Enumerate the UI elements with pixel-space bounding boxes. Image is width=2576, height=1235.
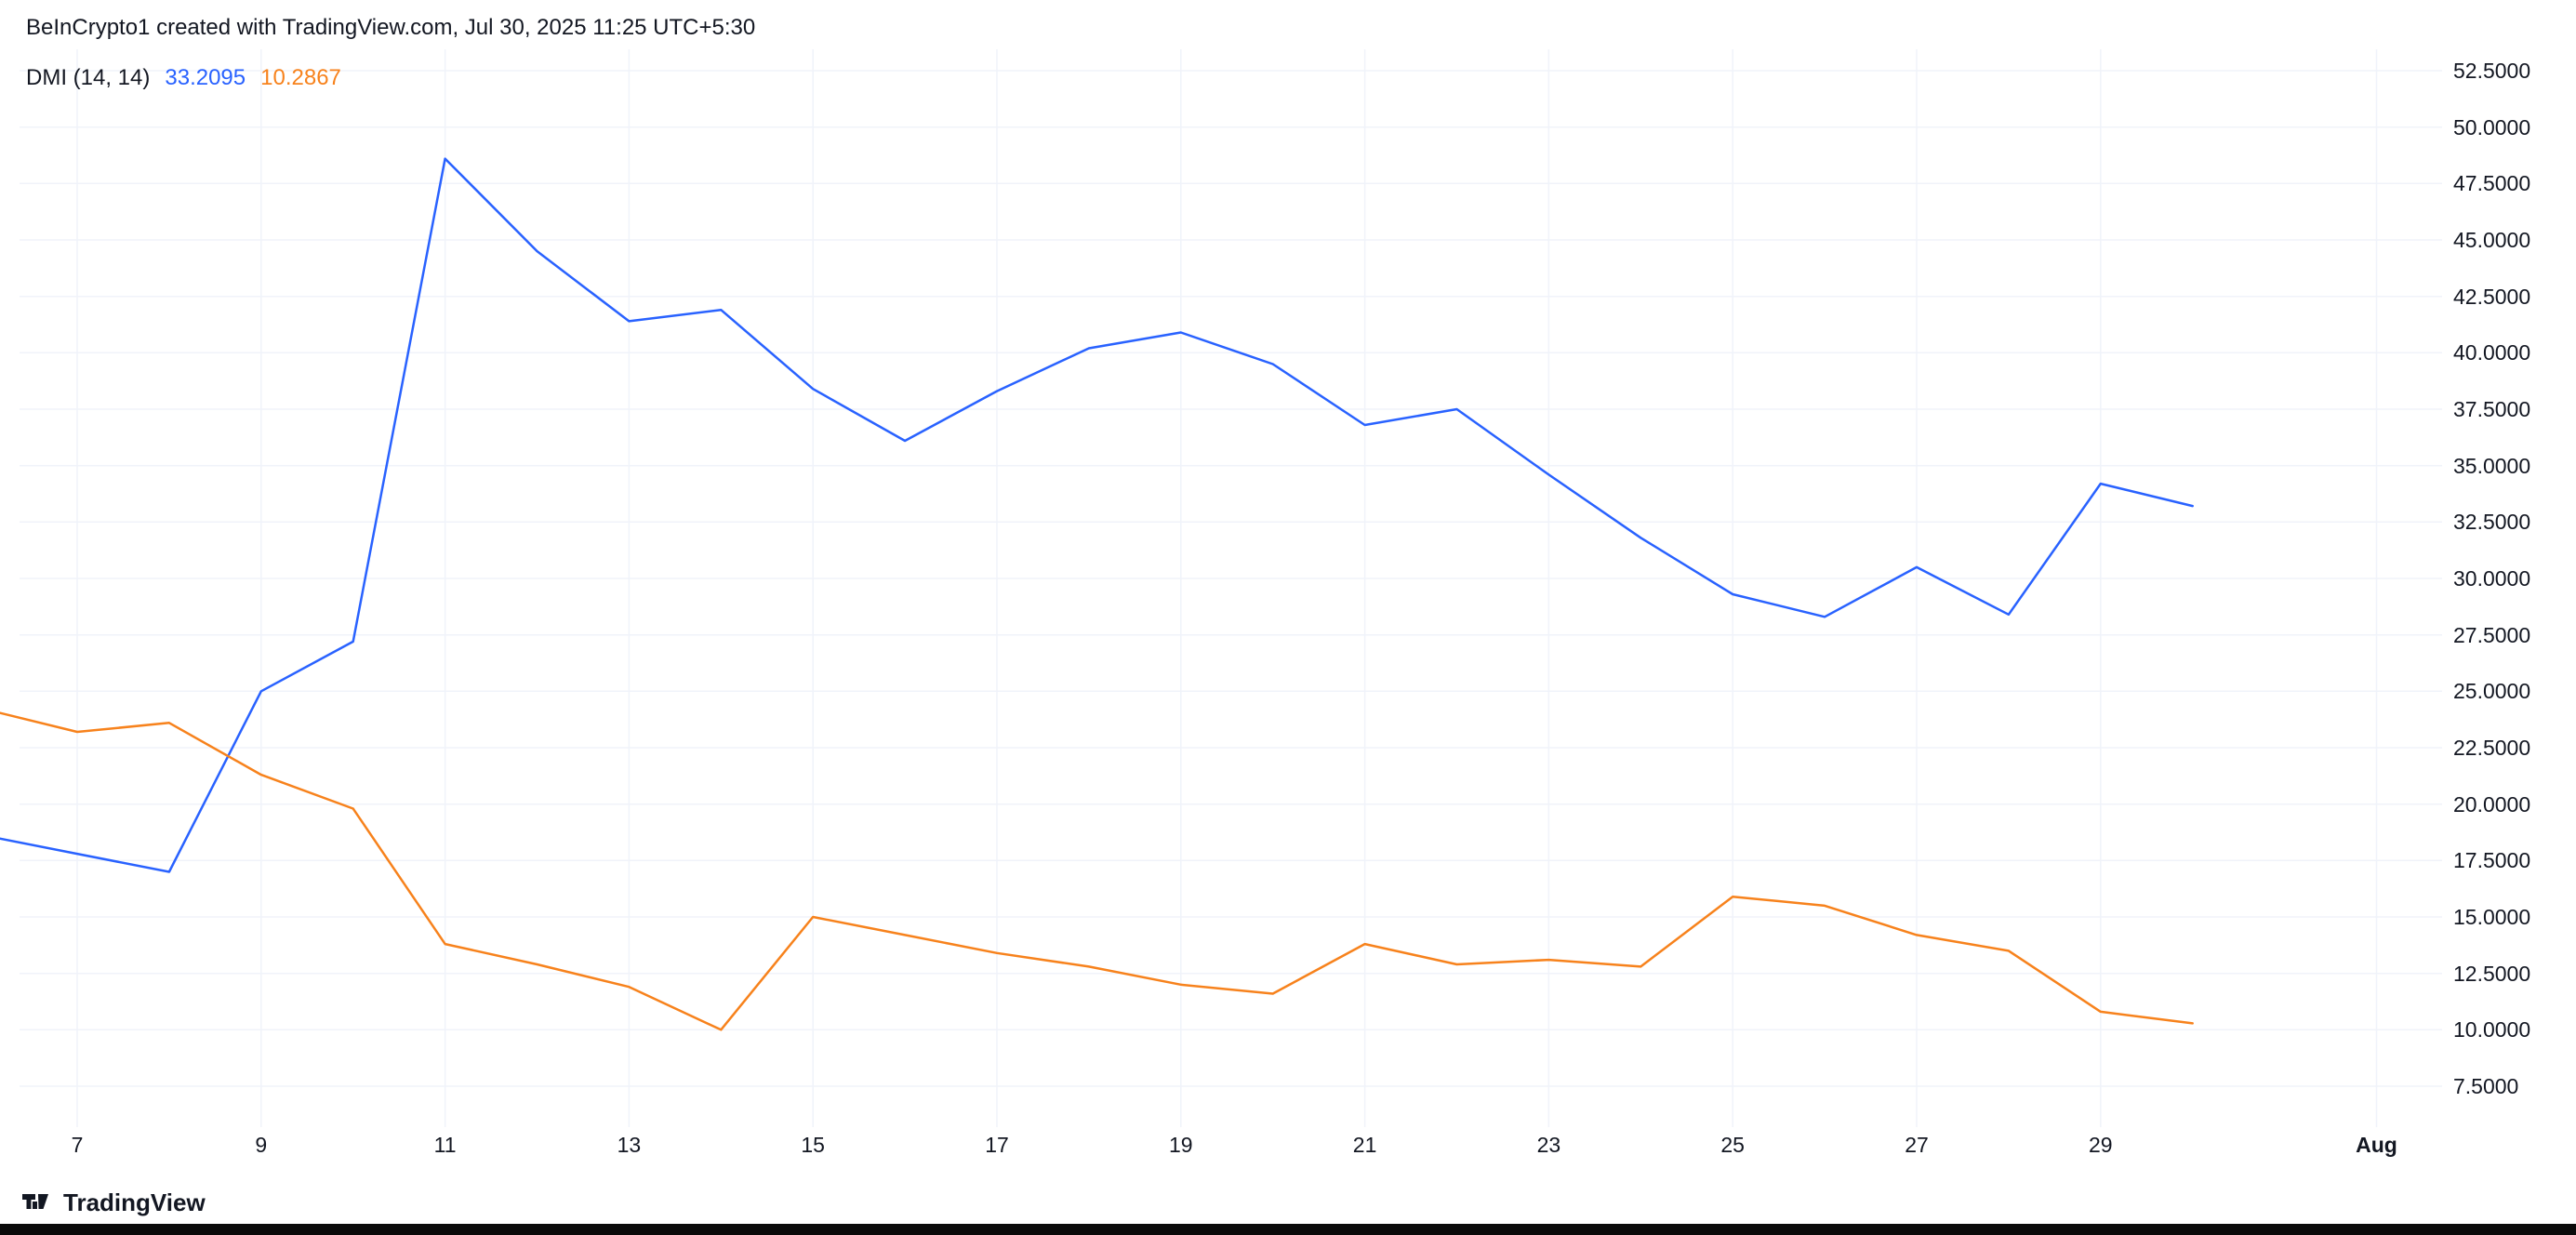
y-tick-label: 12.5000 bbox=[2453, 961, 2531, 986]
y-tick-label: 45.0000 bbox=[2453, 228, 2531, 252]
plus-di-value: 33.2095 bbox=[165, 65, 246, 90]
minus-di-value: 10.2867 bbox=[260, 65, 341, 90]
x-tick-label: 9 bbox=[255, 1133, 268, 1157]
y-tick-label: 32.5000 bbox=[2453, 510, 2531, 535]
tradingview-logo-icon bbox=[22, 1193, 48, 1209]
y-tick-label: 37.5000 bbox=[2453, 397, 2531, 421]
tradingview-attribution[interactable]: TradingView bbox=[22, 1189, 206, 1217]
x-tick-label: 7 bbox=[71, 1133, 84, 1157]
x-tick-label: 13 bbox=[617, 1133, 642, 1157]
y-tick-label: 15.0000 bbox=[2453, 905, 2531, 929]
y-tick-label: 7.5000 bbox=[2453, 1074, 2519, 1098]
y-tick-label: 42.5000 bbox=[2453, 284, 2531, 309]
plus-di-line[interactable] bbox=[0, 157, 2194, 873]
y-tick-label: 30.0000 bbox=[2453, 566, 2531, 591]
y-tick-label: 25.0000 bbox=[2453, 679, 2531, 704]
x-tick-label: 23 bbox=[1536, 1133, 1561, 1157]
y-tick-label: 20.0000 bbox=[2453, 791, 2531, 817]
indicator-name[interactable]: DMI (14, 14) bbox=[26, 65, 151, 90]
y-tick-label: 52.5000 bbox=[2453, 59, 2531, 83]
x-tick-label: 15 bbox=[801, 1133, 825, 1157]
y-tick-label: 35.0000 bbox=[2453, 453, 2531, 478]
minus-di-line[interactable] bbox=[0, 710, 2194, 1031]
y-tick-label: 17.5000 bbox=[2453, 848, 2531, 873]
y-tick-label: 50.0000 bbox=[2453, 114, 2531, 139]
indicator-legend[interactable]: DMI (14, 14) 33.2095 10.2867 bbox=[26, 65, 341, 91]
x-tick-label: 25 bbox=[1720, 1133, 1745, 1157]
x-tick-label: 21 bbox=[1352, 1133, 1377, 1157]
bottom-bar bbox=[0, 1224, 2576, 1235]
y-tick-label: 27.5000 bbox=[2453, 622, 2531, 647]
chart-title: BeInCrypto1 created with TradingView.com… bbox=[26, 15, 756, 40]
y-tick-label: 47.5000 bbox=[2453, 171, 2531, 196]
x-tick-label: 19 bbox=[1169, 1133, 1193, 1157]
x-tick-label: 17 bbox=[985, 1133, 1009, 1157]
y-tick-label: 40.0000 bbox=[2453, 340, 2531, 365]
x-tick-label: 29 bbox=[2089, 1133, 2113, 1157]
y-tick-label: 22.5000 bbox=[2453, 736, 2531, 760]
tradingview-logo-text[interactable]: TradingView bbox=[63, 1189, 206, 1216]
y-tick-label: 10.0000 bbox=[2453, 1017, 2531, 1042]
x-tick-label: 27 bbox=[1905, 1133, 1929, 1157]
x-tick-label: Aug bbox=[2356, 1133, 2397, 1157]
x-tick-label: 11 bbox=[433, 1133, 457, 1157]
